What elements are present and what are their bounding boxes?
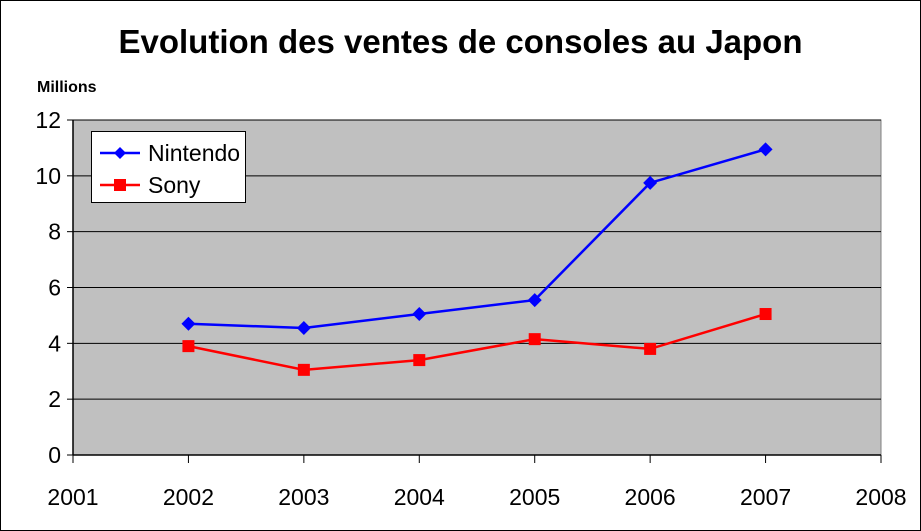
data-point-sony: [413, 354, 426, 367]
data-point-sony: [528, 333, 541, 346]
data-point-sony: [297, 363, 310, 376]
x-tick-label: 2005: [509, 484, 560, 510]
y-tick-label: 4: [48, 330, 61, 356]
legend-swatch-sony: [100, 179, 140, 191]
y-axis-ticks: 0 2 4 6 8 10 12: [35, 107, 73, 468]
data-point-sony: [759, 308, 772, 321]
x-tick-label: 2004: [394, 484, 445, 510]
data-point-sony: [644, 342, 657, 355]
y-tick-label: 0: [48, 442, 61, 468]
legend: Nintendo Sony: [91, 131, 246, 203]
y-tick-label: 10: [35, 163, 61, 189]
y-tick-label: 8: [48, 219, 61, 245]
series-lines: [188, 148, 766, 372]
y-tick-label: 12: [35, 107, 61, 133]
y-tick-label: 2: [48, 386, 61, 412]
x-tick-label: 2008: [855, 484, 906, 510]
chart-title: Evolution des ventes de consoles au Japo…: [118, 23, 803, 60]
data-point-nintendo: [296, 320, 311, 335]
legend-item-sony: Sony: [98, 170, 200, 200]
legend-item-nintendo: Nintendo: [98, 138, 240, 168]
x-tick-label: 2003: [278, 484, 329, 510]
x-tick-label: 2001: [47, 484, 98, 510]
x-tick-label: 2007: [740, 484, 791, 510]
data-point-nintendo: [527, 293, 542, 308]
legend-label-sony: Sony: [148, 171, 201, 198]
y-tick-label: 6: [48, 275, 61, 301]
data-point-sony: [182, 340, 195, 353]
data-point-nintendo: [643, 175, 658, 190]
x-tick-label: 2002: [163, 484, 214, 510]
series-line-sony: [188, 312, 766, 372]
data-point-nintendo: [181, 316, 196, 331]
data-point-nintendo: [758, 142, 773, 157]
x-axis-ticks: 2001 2002 2003 2004 2005 2006 2007 2008: [47, 455, 907, 510]
legend-label-nintendo: Nintendo: [148, 139, 241, 166]
series-markers: [181, 142, 773, 376]
series-line-nintendo: [188, 148, 766, 330]
legend-swatch-nintendo: [100, 147, 140, 159]
y-axis-unit-label: Millions: [37, 79, 97, 96]
x-tick-label: 2006: [625, 484, 676, 510]
data-point-nintendo: [412, 307, 427, 322]
